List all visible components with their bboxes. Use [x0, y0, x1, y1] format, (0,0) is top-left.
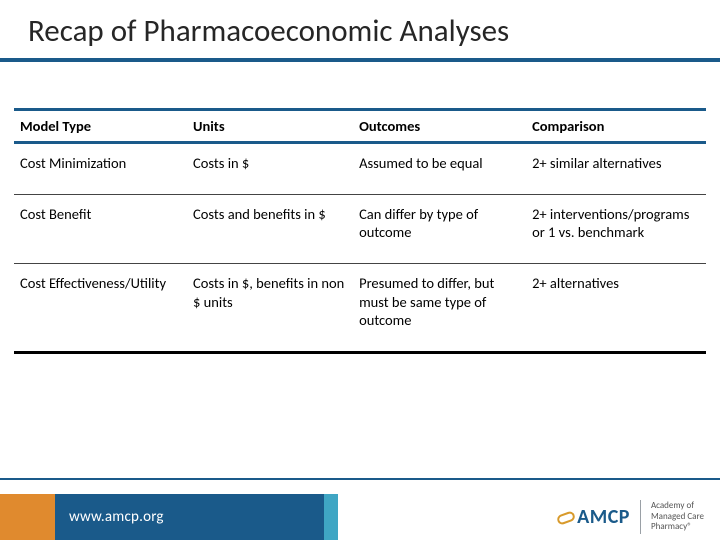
- cell-model: Cost Benefit: [14, 195, 187, 264]
- table-row: Cost Minimization Costs in $ Assumed to …: [14, 143, 706, 195]
- cell-model: Cost Minimization: [14, 143, 187, 195]
- col-header-units: Units: [187, 110, 353, 143]
- cell-outcomes: Can differ by type of outcome: [353, 195, 526, 264]
- cell-comparison: 2+ alternatives: [526, 264, 706, 352]
- cell-comparison: 2+ similar alternatives: [526, 143, 706, 195]
- table-header-row: Model Type Units Outcomes Comparison: [14, 110, 706, 143]
- footer: www.amcp.org AMCP Academy of Managed Car…: [0, 478, 720, 540]
- footer-accent-blue: www.amcp.org: [55, 494, 324, 540]
- table-row: Cost Effectiveness/Utility Costs in $, b…: [14, 264, 706, 352]
- logo-divider: [640, 500, 641, 534]
- logo-tagline-line: Pharmacy®: [651, 522, 704, 532]
- col-header-outcomes: Outcomes: [353, 110, 526, 143]
- col-header-model: Model Type: [14, 110, 187, 143]
- cell-units: Costs in $: [187, 143, 353, 195]
- logo-tagline: Academy of Managed Care Pharmacy®: [651, 501, 704, 532]
- cell-model: Cost Effectiveness/Utility: [14, 264, 187, 352]
- footer-divider-line: [0, 478, 720, 480]
- col-header-comparison: Comparison: [526, 110, 706, 143]
- footer-accent-orange: [0, 494, 55, 540]
- footer-url: www.amcp.org: [69, 508, 164, 526]
- cell-units: Costs in $, benefits in non $ units: [187, 264, 353, 352]
- pill-icon: [556, 510, 576, 526]
- cell-outcomes: Assumed to be equal: [353, 143, 526, 195]
- footer-accent-teal: [324, 494, 338, 540]
- analysis-table: Model Type Units Outcomes Comparison Cos…: [14, 108, 706, 354]
- slide-title: Recap of Pharmacoeconomic Analyses: [28, 12, 692, 50]
- table-row: Cost Benefit Costs and benefits in $ Can…: [14, 195, 706, 264]
- cell-comparison: 2+ interventions/programs or 1 vs. bench…: [526, 195, 706, 264]
- footer-logo: AMCP Academy of Managed Care Pharmacy®: [557, 500, 704, 534]
- logo-acronym-text: AMCP: [577, 505, 630, 529]
- cell-units: Costs and benefits in $: [187, 195, 353, 264]
- logo-acronym: AMCP: [557, 505, 630, 529]
- cell-outcomes: Presumed to differ, but must be same typ…: [353, 264, 526, 352]
- footer-band: www.amcp.org: [0, 494, 324, 540]
